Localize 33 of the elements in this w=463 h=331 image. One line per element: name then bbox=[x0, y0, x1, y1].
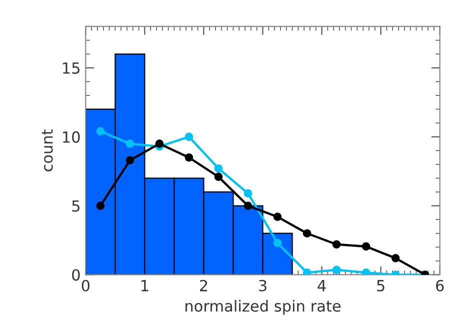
y-tick-label: 10 bbox=[63, 131, 80, 143]
point bbox=[302, 229, 312, 238]
y-axis-title: count bbox=[42, 129, 53, 172]
point bbox=[362, 242, 370, 251]
point bbox=[155, 140, 164, 148]
x-tick-label: 3 bbox=[259, 280, 266, 292]
point bbox=[273, 212, 282, 221]
x-tick-label: 5 bbox=[377, 280, 384, 292]
y-tick-label: 5 bbox=[72, 200, 80, 212]
y-tick-label: 0 bbox=[72, 269, 80, 281]
point bbox=[126, 140, 134, 148]
x-tick-label: 1 bbox=[142, 280, 148, 292]
point bbox=[302, 268, 312, 275]
point bbox=[96, 202, 105, 210]
point bbox=[184, 153, 194, 162]
point bbox=[126, 156, 134, 164]
x-tick-label: 4 bbox=[318, 280, 326, 292]
x-axis-title: normalized spin rate bbox=[186, 300, 341, 315]
point bbox=[332, 240, 341, 249]
point bbox=[96, 127, 105, 136]
y-tick-label: 15 bbox=[63, 62, 80, 74]
point bbox=[362, 268, 370, 275]
point bbox=[214, 172, 223, 181]
point bbox=[332, 266, 341, 274]
point bbox=[214, 164, 223, 173]
point bbox=[244, 189, 252, 198]
point bbox=[391, 254, 400, 262]
x-tick-label: 2 bbox=[200, 280, 208, 292]
point bbox=[273, 238, 282, 248]
x-tick-label: 0 bbox=[82, 280, 90, 292]
x-tick-label: 6 bbox=[436, 280, 444, 292]
point bbox=[184, 132, 194, 141]
point bbox=[244, 202, 252, 210]
